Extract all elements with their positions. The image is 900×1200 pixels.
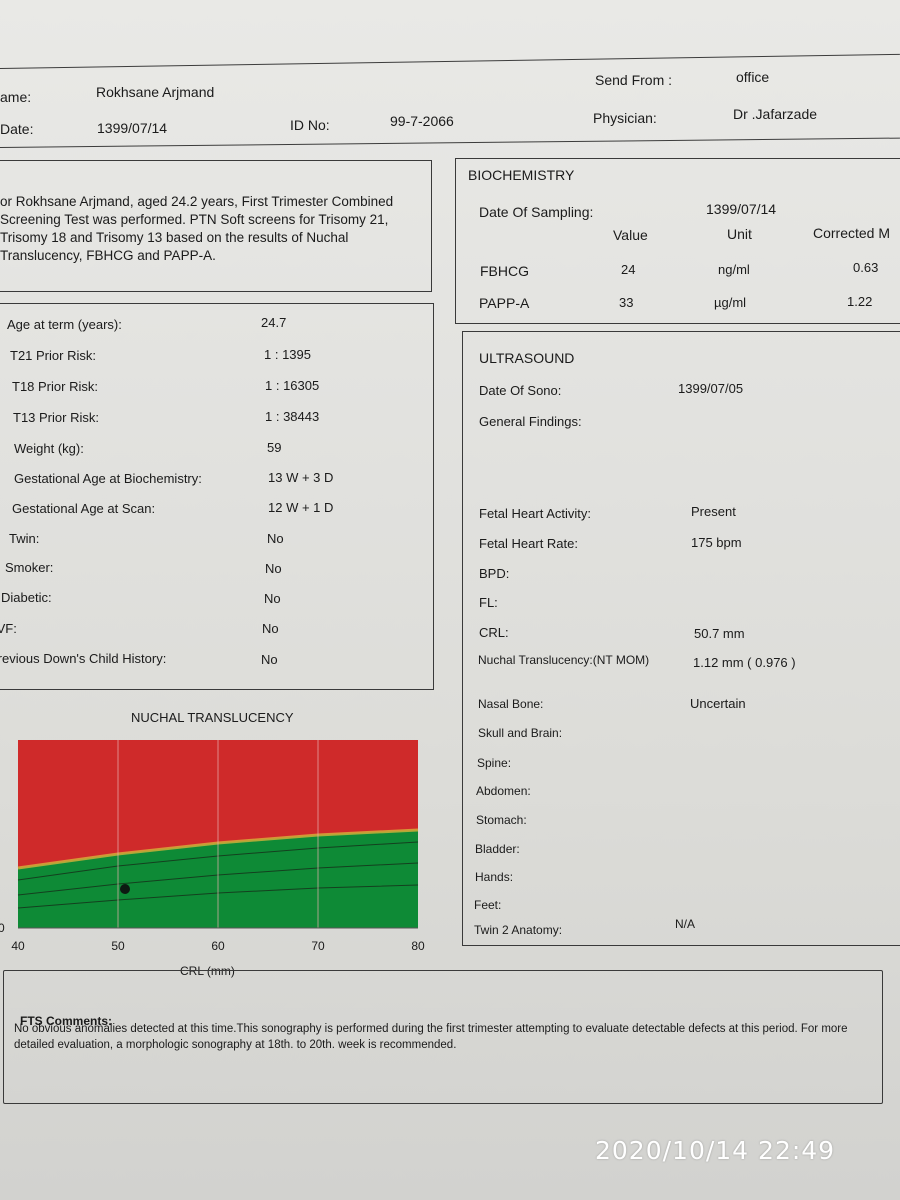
sono-date-label: Date Of Sono: [479,383,562,398]
t21-risk-label: T21 Prior Risk: [10,348,96,363]
t18-risk-value: 1 : 16305 [265,378,320,393]
crl-value: 50.7 mm [694,626,745,641]
bpd-label: BPD: [479,566,510,581]
ultrasound-box: ULTRASOUND Date Of Sono: 1399/07/05 Gene… [462,331,900,946]
chart-x-tick-70: 70 [311,939,325,953]
ga-biochem-value: 13 W + 3 D [268,470,334,485]
name-label: ame: [0,89,32,105]
id-label: ID No: [290,117,330,133]
fetal-heart-rate-label: Fetal Heart Rate: [479,536,578,551]
sampling-date-value: 1399/07/14 [706,201,777,217]
t13-risk-label: T13 Prior Risk: [13,410,99,425]
age-at-term-label: Age at term (years): [7,317,122,332]
photo-timestamp: 2020/10/14 22:49 [595,1136,836,1165]
name-value: Rokhsane Arjmand [96,84,215,100]
twin-value: No [267,531,284,546]
ga-biochem-label: Gestational Age at Biochemistry: [14,471,202,486]
twin-label: Twin: [9,531,40,546]
col-unit-header: Unit [727,226,752,242]
col-corrected-header: Corrected M [813,225,891,241]
nasal-bone-label: Nasal Bone: [478,697,544,711]
weight-label: Weight (kg): [14,441,84,456]
fbhcg-corrected: 0.63 [853,260,879,275]
fl-label: FL: [479,595,498,610]
smoker-value: No [265,561,282,576]
crl-label: CRL: [479,625,509,640]
nasal-bone-value: Uncertain [690,696,746,711]
twin2-anatomy-label: Twin 2 Anatomy: [474,923,563,937]
pappa-name: PAPP-A [479,295,530,311]
fbhcg-value: 24 [621,262,636,277]
fetal-heart-activity-label: Fetal Heart Activity: [479,506,591,521]
chart-title: NUCHAL TRANSLUCENCY [131,710,294,725]
col-value-header: Value [613,227,648,243]
ivf-label: IVF: [0,621,17,636]
pappa-corrected: 1.22 [847,294,873,309]
physician-value: Dr .Jafarzade [733,106,818,122]
diabetic-value: No [264,591,281,606]
feet-label: Feet: [474,898,502,912]
age-at-term-value: 24.7 [261,315,287,330]
fetal-heart-activity-value: Present [691,504,736,519]
ga-scan-value: 12 W + 1 D [268,500,334,515]
fetal-heart-rate-value: 175 bpm [691,535,742,550]
sampling-date-label: Date Of Sampling: [479,204,594,220]
header-bottom-rule [0,137,900,149]
ultrasound-title: ULTRASOUND [479,350,575,366]
header-rule [0,53,900,70]
intro-box [0,160,432,292]
nt-label: Nuchal Translucency:(NT MOM) [478,653,650,667]
chart-x-tick-60: 60 [211,939,225,953]
physician-label: Physician: [593,110,657,126]
chart-x-tick-80: 80 [411,939,425,953]
weight-value: 59 [267,440,282,455]
smoker-label: Smoker: [5,560,54,575]
diabetic-label: Diabetic: [1,590,52,605]
chart-patient-point [120,884,130,894]
id-value: 99-7-2066 [390,113,454,129]
ivf-value: No [262,621,279,636]
comments-box: FTS Comments: No obvious anomalies detec… [3,970,883,1104]
prev-down-label: Previous Down's Child History: [0,651,167,666]
bladder-label: Bladder: [475,842,520,856]
send-from-value: office [736,69,770,85]
chart-x-tick-50: 50 [111,939,125,953]
t13-risk-value: 1 : 38443 [265,409,320,424]
chart-x-tick-40: 40 [11,939,25,953]
biochemistry-box: BIOCHEMISTRY Date Of Sampling: 1399/07/1… [455,158,900,324]
pappa-value: 33 [619,295,634,310]
comments-text: No obvious anomalies detected at this ti… [14,1023,848,1051]
nt-value: 1.12 mm ( 0.976 ) [693,655,796,670]
patient-info-box: Age at term (years): 24.7 T21 Prior Risk… [0,303,434,690]
general-findings-label: General Findings: [479,414,582,429]
spine-label: Spine: [477,756,512,770]
hands-label: Hands: [475,870,514,884]
send-from-label: Send From : [595,72,673,88]
skull-brain-label: Skull and Brain: [478,726,563,740]
pappa-unit: µg/ml [714,295,747,310]
date-label: Date: [0,121,34,137]
nt-chart: 40 50 60 70 80 0 [0,740,425,953]
comments-title: FTS Comments: [20,1014,113,1028]
date-value: 1399/07/14 [97,120,168,136]
biochemistry-title: BIOCHEMISTRY [468,167,575,183]
prev-down-value: No [261,652,278,667]
stomach-label: Stomach: [476,813,527,827]
chart-xlabel: CRL (mm) [180,964,235,978]
fbhcg-unit: ng/ml [718,262,750,277]
t18-risk-label: T18 Prior Risk: [12,379,98,394]
fbhcg-name: FBHCG [480,263,529,279]
intro-text: or Rokhsane Arjmand, aged 24.2 years, Fi… [0,194,394,263]
ga-scan-label: Gestational Age at Scan: [12,501,156,516]
chart-y-tick-partial: 0 [0,921,5,935]
twin2-anatomy-value: N/A [675,917,696,931]
t21-risk-value: 1 : 1395 [264,347,311,362]
abdomen-label: Abdomen: [476,784,531,798]
sono-date-value: 1399/07/05 [678,381,744,396]
